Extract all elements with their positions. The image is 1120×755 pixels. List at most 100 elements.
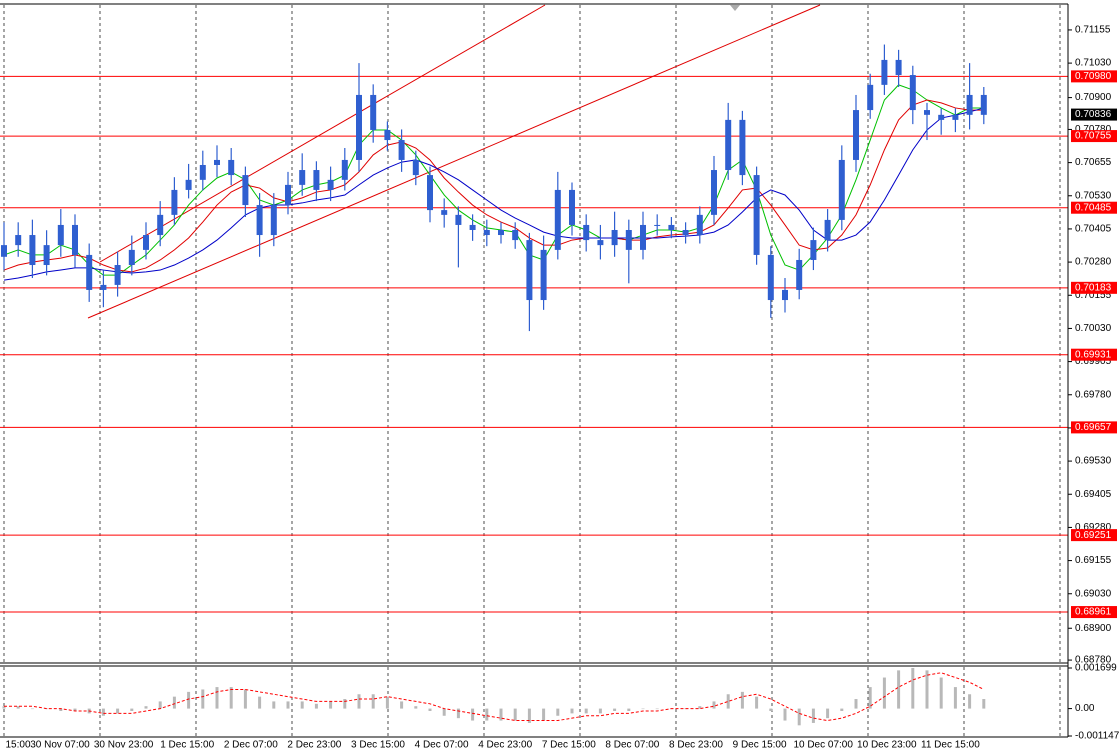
osc-bar: [542, 708, 546, 721]
candle-body: [526, 240, 533, 301]
candle-body: [214, 159, 220, 165]
x-tick-label: 3 Dec 15:00: [351, 740, 405, 751]
osc-bar: [343, 699, 347, 709]
x-tick-label: 2 Dec 23:00: [287, 740, 341, 751]
osc-bar: [456, 708, 460, 719]
candle-body: [938, 114, 945, 120]
osc-bar: [698, 706, 702, 709]
osc-bar: [556, 708, 560, 716]
candle-body: [86, 254, 93, 290]
x-tick-label: 30 Nov 07:00: [30, 740, 90, 751]
candle-body: [952, 114, 959, 120]
osc-bar: [655, 708, 659, 710]
channel-lower: [87, 4, 821, 319]
shift-marker: [730, 5, 740, 11]
candle-body: [625, 229, 632, 250]
candle-body: [540, 249, 547, 301]
level-label-box: [1071, 348, 1117, 361]
candle-body: [682, 229, 689, 236]
osc-bar: [258, 696, 262, 709]
osc-bar: [428, 708, 432, 711]
level-label-box: [1071, 606, 1117, 619]
osc-bar: [329, 701, 333, 709]
candle-body: [583, 224, 590, 241]
candle-body: [370, 94, 377, 130]
candle-body: [469, 224, 476, 230]
candle-body: [15, 235, 22, 246]
level-label: 0.70980: [1075, 71, 1112, 82]
x-tick-label: 4 Dec 23:00: [478, 740, 532, 751]
candle-body: [498, 229, 504, 236]
x-tick-label: 10 Dec 23:00: [857, 740, 917, 751]
candle-body: [412, 159, 419, 176]
x-tick-label: 15:00: [5, 740, 30, 751]
osc-bar: [187, 691, 191, 709]
osc-bar: [797, 708, 801, 726]
candle-body: [270, 205, 277, 236]
y-tick-label: 0.69155: [1075, 555, 1112, 566]
candle-body: [157, 214, 164, 236]
candle-body: [299, 170, 306, 185]
y-tick-label: 0.70030: [1075, 323, 1112, 334]
osc-bar: [371, 694, 375, 709]
candle-body: [767, 254, 774, 301]
level-label-box: [1071, 130, 1117, 143]
level-label: 0.70183: [1075, 282, 1112, 293]
osc-bar: [243, 689, 247, 709]
candle-body: [242, 175, 249, 206]
candle-body: [711, 170, 717, 215]
candle-body: [228, 159, 235, 176]
osc-bar: [968, 694, 972, 709]
osc-bar: [897, 670, 901, 709]
candle-body: [853, 110, 859, 160]
x-tick-label: 4 Dec 07:00: [415, 740, 469, 751]
candle-body: [668, 224, 675, 230]
y-tick-label: 0.68900: [1075, 623, 1112, 634]
osc-bar: [570, 708, 574, 714]
osc-bar: [513, 708, 517, 721]
y-tick-label: 0.70280: [1075, 257, 1112, 268]
osc-bar: [783, 708, 787, 721]
candle-body: [285, 184, 291, 206]
candle-body: [554, 189, 561, 250]
osc-bar: [286, 701, 290, 709]
x-tick-label: 8 Dec 23:00: [669, 740, 723, 751]
candle-body: [739, 119, 746, 176]
y-tick-label: 0.70780: [1075, 124, 1112, 135]
osc-bar: [811, 708, 815, 723]
osc-bar: [16, 706, 20, 709]
candle-body: [753, 175, 760, 255]
x-tick-label: 9 Dec 15:00: [733, 740, 787, 751]
axes: 0.71155 0.71030 0.70900 0.70780 0.70655 0.705…: [5, 25, 1119, 751]
osc-bar: [300, 701, 304, 709]
candle-body: [185, 179, 192, 190]
y-tick-label: 0.71155: [1075, 25, 1111, 36]
candle-body: [398, 140, 405, 160]
y-tick-label: 0.69405: [1075, 489, 1112, 500]
candle-body: [327, 179, 334, 190]
x-tick-label: 10 Dec 07:00: [793, 740, 853, 751]
candle-body: [512, 229, 519, 241]
candle-body: [455, 214, 462, 225]
y-tick-label: 0.69280: [1075, 522, 1112, 533]
osc-bar: [627, 708, 631, 711]
osc-y-tick-label: 0.00: [1075, 703, 1095, 714]
osc-bar: [613, 708, 617, 711]
osc-bar: [953, 687, 957, 709]
osc-bar: [882, 677, 886, 709]
osc-bar: [826, 708, 830, 719]
candle-body: [100, 284, 107, 290]
osc-bar: [172, 696, 176, 709]
level-label-box: [1071, 421, 1117, 434]
candle-body: [143, 235, 149, 250]
y-tick-label: 0.68780: [1075, 655, 1112, 666]
osc-bar: [144, 706, 148, 709]
candle-body: [782, 289, 788, 301]
osc-bar: [59, 708, 63, 711]
level-label-box: [1071, 281, 1117, 294]
y-tick-label: 0.69030: [1075, 588, 1112, 599]
moving-average: [3, 107, 984, 281]
level-label: 0.69931: [1075, 349, 1112, 360]
candle-body: [427, 175, 433, 211]
osc-bar: [840, 708, 844, 711]
